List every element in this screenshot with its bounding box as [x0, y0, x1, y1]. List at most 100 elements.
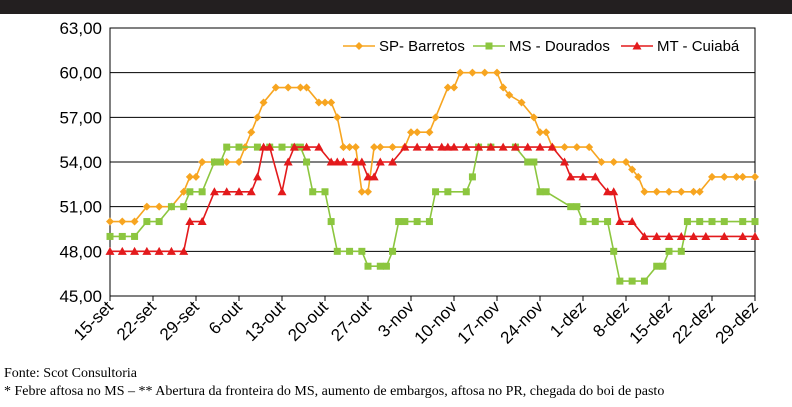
chart: 45,0048,0051,0054,0057,0060,0063,0015-se… [0, 0, 792, 348]
marker [751, 218, 759, 226]
marker [363, 172, 373, 181]
marker [277, 187, 287, 196]
marker [265, 142, 275, 151]
marker [653, 262, 661, 270]
marker [389, 247, 397, 255]
marker [456, 68, 465, 77]
marker [738, 172, 747, 181]
marker [689, 187, 698, 196]
marker [309, 188, 317, 196]
marker [345, 143, 354, 152]
marker [462, 188, 470, 196]
marker [167, 203, 175, 211]
marker [616, 277, 624, 285]
x-tick-label: 22-dez [669, 297, 719, 347]
marker [572, 143, 581, 152]
marker [143, 218, 151, 226]
marker [339, 143, 348, 152]
marker [622, 158, 630, 166]
marker [351, 143, 360, 152]
marker [198, 188, 206, 196]
marker [510, 142, 520, 151]
marker [573, 203, 581, 211]
marker [118, 217, 127, 226]
marker [186, 188, 194, 196]
x-tick-label: 29-dez [712, 297, 762, 347]
marker [424, 142, 434, 151]
marker [326, 157, 336, 166]
marker [689, 231, 699, 240]
series-line [110, 146, 755, 282]
marker [296, 83, 305, 92]
marker [166, 246, 176, 255]
y-tick-label: 60,00 [59, 64, 102, 83]
marker [105, 246, 115, 255]
marker [677, 247, 685, 255]
marker [560, 157, 570, 166]
marker [542, 188, 550, 196]
marker [185, 172, 194, 181]
y-tick-label: 57,00 [59, 108, 102, 127]
y-tick-label: 48,00 [59, 242, 102, 261]
marker [542, 128, 551, 137]
marker [253, 143, 261, 151]
marker [530, 158, 538, 166]
marker [314, 98, 323, 107]
marker [302, 142, 312, 151]
legend-label: MT - Cuiabá [657, 38, 740, 55]
marker [461, 142, 471, 151]
marker [327, 218, 335, 226]
marker [154, 246, 164, 255]
marker [370, 143, 379, 152]
marker [117, 246, 127, 255]
marker [677, 187, 686, 196]
marker [259, 98, 268, 107]
marker [695, 187, 704, 196]
marker [314, 142, 324, 151]
marker [628, 165, 637, 174]
marker [640, 187, 649, 196]
marker [708, 218, 716, 226]
marker [547, 142, 557, 151]
marker [388, 143, 397, 152]
marker [604, 218, 612, 226]
marker [180, 203, 188, 211]
marker [536, 128, 544, 137]
legend-label: SP- Barretos [379, 38, 465, 55]
marker [498, 142, 508, 151]
x-tick-label: 13-out [241, 297, 289, 345]
marker [579, 218, 587, 226]
marker [278, 143, 286, 151]
x-tick-label: 6-out [205, 297, 246, 338]
marker [358, 247, 366, 255]
marker [450, 83, 458, 92]
marker [388, 157, 398, 166]
marker [192, 172, 200, 181]
marker [431, 113, 440, 122]
marker [590, 172, 600, 181]
marker [628, 277, 636, 285]
marker [222, 158, 231, 166]
marker [566, 172, 576, 181]
marker [732, 172, 741, 181]
marker [505, 91, 514, 99]
marker [615, 217, 625, 226]
marker [665, 187, 673, 196]
marker [395, 218, 403, 226]
marker [142, 246, 152, 255]
marker [332, 157, 342, 166]
marker [585, 143, 594, 152]
marker [376, 143, 385, 152]
marker [696, 218, 704, 226]
marker [517, 98, 526, 107]
marker [247, 128, 256, 137]
marker [719, 231, 729, 240]
marker [333, 247, 341, 255]
marker [536, 188, 544, 196]
x-tick-label: 20-out [284, 297, 332, 345]
marker [652, 187, 661, 196]
marker [246, 187, 256, 196]
marker [474, 142, 484, 151]
marker [130, 217, 139, 226]
marker [443, 83, 452, 92]
